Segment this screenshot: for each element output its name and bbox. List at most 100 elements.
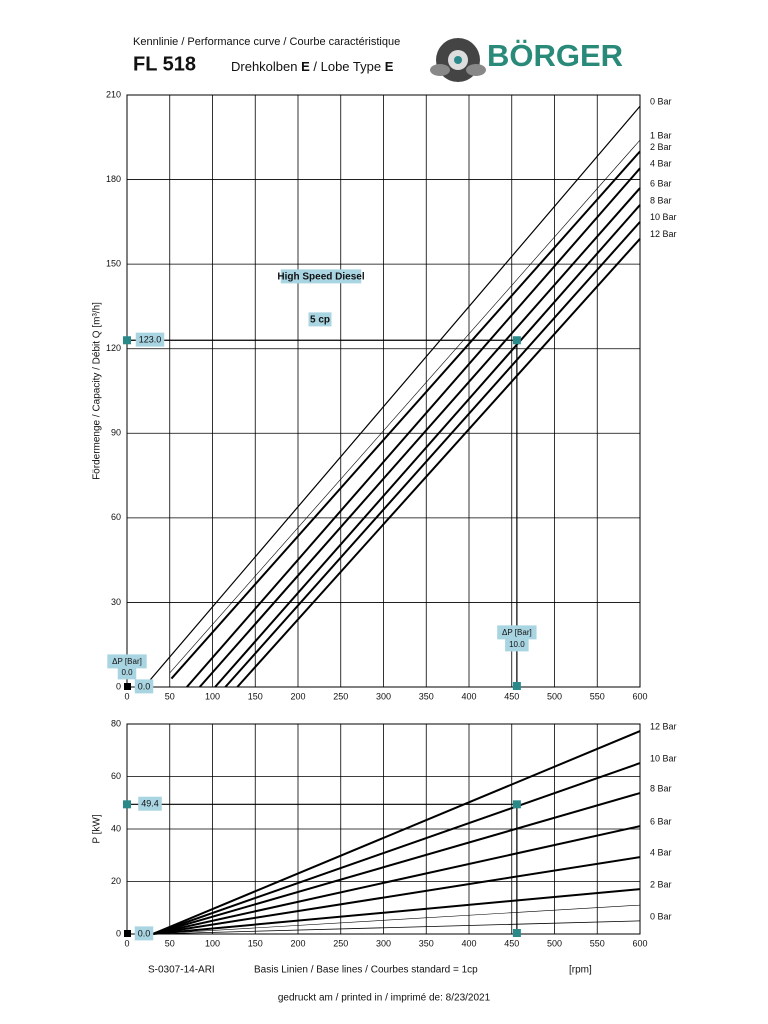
curve: [152, 856, 641, 935]
curve: [236, 238, 641, 688]
x-tick-label: 250: [333, 691, 348, 701]
series-label: 1 Bar: [650, 130, 672, 140]
logo-icon: [430, 38, 486, 82]
x-tick-label: 300: [376, 691, 391, 701]
series-label: 0 Bar: [650, 97, 672, 107]
annotation: 5 cp: [310, 315, 330, 326]
y-tick-label: 80: [111, 718, 121, 728]
dp-label-bg: [505, 637, 529, 652]
series-label: 12 Bar: [650, 229, 677, 239]
model: FL 518: [133, 53, 196, 75]
x-tick-label: 0: [124, 938, 129, 948]
subtitle: Kennlinie / Performance curve / Courbe c…: [133, 36, 400, 48]
type-en: / Lobe Type: [310, 59, 385, 74]
unit: [rpm]: [569, 965, 592, 976]
y-tick-label: 90: [111, 428, 121, 438]
origin-dp-label: 0.0: [121, 668, 133, 677]
curve: [169, 139, 641, 674]
curve: [152, 730, 641, 935]
origin-dp-label-bg: [117, 665, 137, 680]
curve: [143, 105, 641, 688]
y-tick-label: 40: [111, 823, 121, 833]
y-value-label: 123.0: [139, 335, 162, 345]
lobe-type: Drehkolben E / Lobe Type E: [231, 59, 394, 74]
x-tick-label: 100: [205, 938, 220, 948]
y-value-label-box: 123.0: [135, 332, 165, 347]
plot-frame: [126, 723, 641, 935]
x-tick-label: 50: [165, 691, 175, 701]
curve: [152, 888, 641, 935]
origin-label-bg: [134, 679, 154, 694]
x-tick-label: 0: [124, 691, 129, 701]
y-tick-label: 20: [111, 876, 121, 886]
dp-title-box: ΔP [Bar]: [497, 625, 537, 640]
series-label: 10 Bar: [650, 753, 677, 763]
code: S-0307-14-ARI: [148, 965, 215, 976]
x-tick-label: 400: [461, 938, 476, 948]
operating-point: [512, 800, 521, 809]
x-tick-label: 200: [290, 691, 305, 701]
series-label: 12 Bar: [650, 721, 677, 731]
x-tick-label: 600: [632, 691, 647, 701]
origin-label-box: 0.0: [134, 679, 154, 694]
y-tick-label: 60: [111, 512, 121, 522]
annotation-bg: [280, 269, 362, 284]
x-tick-label: 450: [504, 691, 519, 701]
origin-label: 0.0: [138, 928, 151, 938]
dp-title-bg: [497, 625, 537, 640]
origin-dp-label-box: 0.0: [117, 665, 137, 680]
y-tick-label: 210: [106, 89, 121, 99]
origin-dp-title-bg: [107, 654, 147, 669]
annotation-bg: [308, 312, 332, 327]
x-tick-label: 550: [590, 938, 605, 948]
x-tick-label: 350: [419, 691, 434, 701]
y-value-label-bg: [138, 796, 162, 811]
x-tick-label: 250: [333, 938, 348, 948]
curve: [198, 187, 641, 688]
curve: [224, 221, 641, 688]
series-label: 4 Bar: [650, 847, 672, 857]
y-tick-label: 150: [106, 259, 121, 269]
annotation-box: High Speed Diesel: [277, 269, 365, 284]
curve: [152, 792, 641, 935]
dp-title: ΔP [Bar]: [502, 628, 532, 637]
x-tick-label: 200: [290, 938, 305, 948]
origin-label-box: 0.0: [134, 926, 154, 941]
series-label: 6 Bar: [650, 178, 672, 188]
origin-dp-title-box: ΔP [Bar]: [107, 654, 147, 669]
curve: [152, 904, 641, 935]
operating-point: [512, 336, 521, 345]
x-marker: [512, 682, 521, 690]
origin-dp-title: ΔP [Bar]: [112, 657, 142, 666]
series-label: 8 Bar: [650, 783, 672, 793]
curve: [186, 167, 641, 688]
y-value-label: 49.4: [141, 799, 159, 809]
series-label: 6 Bar: [650, 816, 672, 826]
series-label: 2 Bar: [650, 142, 672, 152]
plot-frame: [126, 94, 641, 688]
x-tick-label: 550: [590, 691, 605, 701]
x-tick-label: 600: [632, 938, 647, 948]
y-tick-label: 120: [106, 343, 121, 353]
x-tick-label: 450: [504, 938, 519, 948]
y-axis-label: Fördermenge / Capacity / Débit Q [m³/h]: [92, 302, 103, 480]
series-label: 10 Bar: [650, 212, 677, 222]
type-de: Drehkolben: [231, 59, 301, 74]
y-axis-label: P [kW]: [92, 814, 103, 843]
x-marker: [512, 929, 521, 937]
type-de-bold: E: [301, 59, 310, 74]
x-tick-label: 400: [461, 691, 476, 701]
x-tick-label: 100: [205, 691, 220, 701]
series-label: 4 Bar: [650, 159, 672, 169]
y-tick-label: 60: [111, 771, 121, 781]
y-marker: [123, 800, 131, 809]
y-value-label-bg: [135, 332, 165, 347]
curve: [170, 150, 641, 680]
y-value-label-box: 49.4: [138, 796, 162, 811]
dp-label-box: 10.0: [505, 637, 529, 652]
series-label: 2 Bar: [650, 879, 672, 889]
y-tick-label: 0: [116, 928, 121, 938]
curve: [152, 920, 641, 935]
origin-marker: [124, 683, 131, 690]
